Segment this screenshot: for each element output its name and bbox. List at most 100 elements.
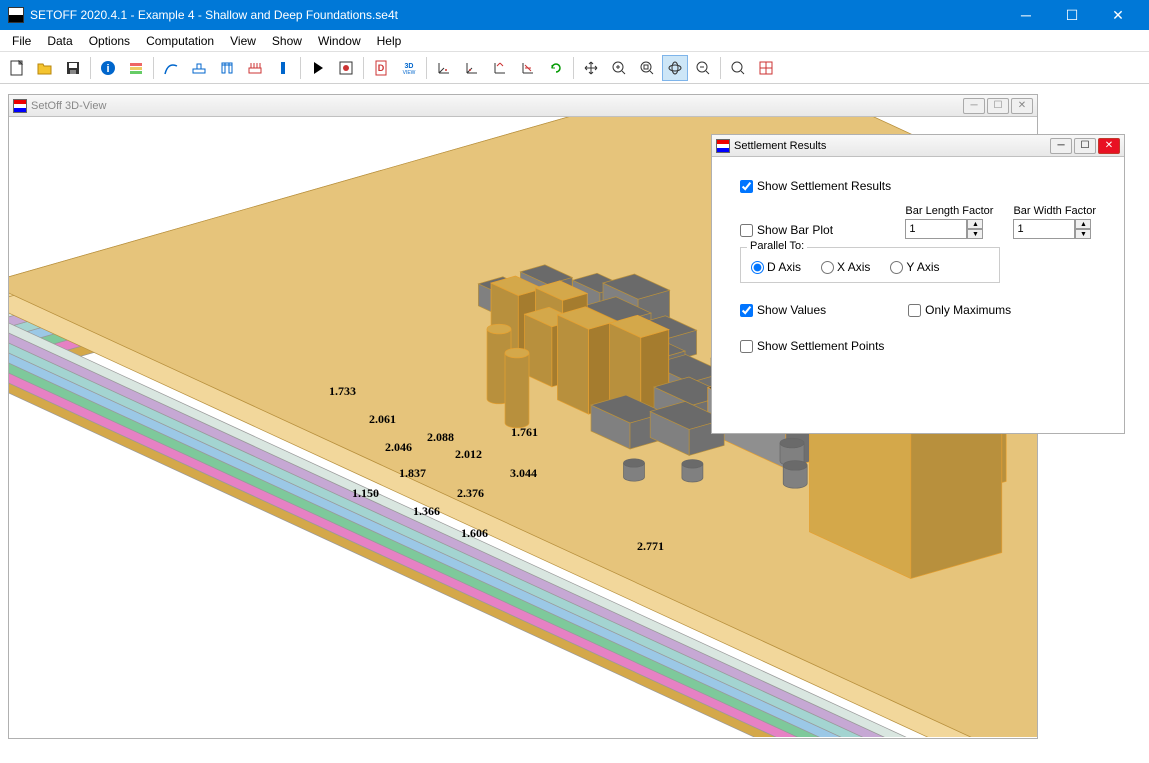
zoom-out-icon[interactable]	[690, 55, 716, 81]
svg-text:D: D	[378, 63, 385, 73]
dialog-body: Show Settlement Results Show Bar Plot Ba…	[712, 157, 1124, 375]
axis3-icon[interactable]	[487, 55, 513, 81]
show-values-input[interactable]	[740, 304, 753, 317]
settlement-value: 1.606	[461, 526, 488, 541]
show-values-checkbox[interactable]: Show Values	[740, 303, 826, 317]
settlement-value: 1.761	[511, 425, 538, 440]
zoom-fit-icon[interactable]	[725, 55, 751, 81]
menu-help[interactable]: Help	[369, 32, 410, 50]
dialog-maximize-button[interactable]: ☐	[1074, 138, 1096, 154]
pan-icon[interactable]	[578, 55, 604, 81]
menu-data[interactable]: Data	[39, 32, 80, 50]
bar-width-up[interactable]: ▲	[1075, 219, 1091, 229]
report-icon[interactable]: D	[368, 55, 394, 81]
child-minimize-button[interactable]: ─	[963, 98, 985, 114]
show-barplot-input[interactable]	[740, 224, 753, 237]
run-icon[interactable]	[305, 55, 331, 81]
child-close-button[interactable]: ✕	[1011, 98, 1033, 114]
parallel-to-group: Parallel To: D Axis X Axis Y Axis	[740, 247, 1000, 283]
app-icon	[8, 7, 24, 23]
curve-icon[interactable]	[158, 55, 184, 81]
3d-view-titlebar[interactable]: SetOff 3D-View ─ ☐ ✕	[9, 95, 1037, 117]
parallel-to-label: Parallel To:	[747, 240, 807, 252]
dialog-titlebar[interactable]: Settlement Results ─ ☐ ✕	[712, 135, 1124, 157]
main-titlebar: SETOFF 2020.4.1 - Example 4 - Shallow an…	[0, 0, 1149, 30]
3d-view-icon[interactable]: 3DVIEW	[396, 55, 422, 81]
show-points-label: Show Settlement Points	[757, 339, 884, 353]
bar-length-label: Bar Length Factor	[905, 205, 993, 217]
bar-length-input[interactable]	[905, 219, 967, 239]
bar-length-up[interactable]: ▲	[967, 219, 983, 229]
only-max-label: Only Maximums	[925, 303, 1011, 317]
close-button[interactable]: ✕	[1095, 0, 1141, 30]
app-title: SETOFF 2020.4.1 - Example 4 - Shallow an…	[30, 8, 1003, 22]
save-icon[interactable]	[60, 55, 86, 81]
menu-options[interactable]: Options	[81, 32, 138, 50]
show-results-label: Show Settlement Results	[757, 179, 891, 193]
minimize-button[interactable]: ─	[1003, 0, 1049, 30]
settlement-value: 3.044	[510, 466, 537, 481]
bar-width-field[interactable]: ▲▼	[1013, 219, 1096, 239]
grid-load-icon[interactable]	[242, 55, 268, 81]
settlement-value: 1.733	[329, 384, 356, 399]
show-values-label: Show Values	[757, 303, 826, 317]
dialog-close-button[interactable]: ✕	[1098, 138, 1120, 154]
menu-computation[interactable]: Computation	[138, 32, 222, 50]
info-icon[interactable]: i	[95, 55, 121, 81]
bar-length-field[interactable]: ▲▼	[905, 219, 993, 239]
show-barplot-checkbox[interactable]: Show Bar Plot	[740, 223, 833, 237]
x-axis-radio[interactable]: X Axis	[821, 260, 870, 274]
settlement-value: 2.088	[427, 430, 454, 445]
d-axis-radio[interactable]: D Axis	[751, 260, 801, 274]
axis2-icon[interactable]	[459, 55, 485, 81]
new-icon[interactable]	[4, 55, 30, 81]
show-results-checkbox[interactable]: Show Settlement Results	[740, 179, 1096, 193]
zoom-window-icon[interactable]	[634, 55, 660, 81]
bar-width-down[interactable]: ▼	[1075, 229, 1091, 239]
only-max-checkbox[interactable]: Only Maximums	[908, 303, 1011, 317]
bar-width-input[interactable]	[1013, 219, 1075, 239]
layers-icon[interactable]	[123, 55, 149, 81]
grid-icon[interactable]	[753, 55, 779, 81]
y-axis-radio[interactable]: Y Axis	[890, 260, 939, 274]
child-app-icon	[13, 99, 27, 113]
rotate-icon[interactable]	[543, 55, 569, 81]
child-maximize-button[interactable]: ☐	[987, 98, 1009, 114]
show-barplot-label: Show Bar Plot	[757, 223, 833, 237]
show-points-input[interactable]	[740, 340, 753, 353]
show-points-checkbox[interactable]: Show Settlement Points	[740, 339, 1096, 353]
zoom-in-icon[interactable]	[606, 55, 632, 81]
orbit-icon[interactable]	[662, 55, 688, 81]
dialog-title: Settlement Results	[734, 140, 1050, 152]
footing-icon[interactable]	[186, 55, 212, 81]
axis4-icon[interactable]	[515, 55, 541, 81]
open-icon[interactable]	[32, 55, 58, 81]
menu-view[interactable]: View	[222, 32, 264, 50]
svg-text:VIEW: VIEW	[403, 70, 416, 76]
show-results-input[interactable]	[740, 180, 753, 193]
axis1-icon[interactable]	[431, 55, 457, 81]
settlement-value: 1.150	[352, 486, 379, 501]
settlement-value: 2.061	[369, 412, 396, 427]
menubar: File Data Options Computation View Show …	[0, 30, 1149, 52]
pile-icon[interactable]	[270, 55, 296, 81]
frame-icon[interactable]	[214, 55, 240, 81]
settlement-value: 1.366	[413, 504, 440, 519]
settlement-value: 2.376	[457, 486, 484, 501]
settlement-value: 2.012	[455, 447, 482, 462]
mdi-workspace: SetOff 3D-View ─ ☐ ✕ 1.733 2.061 2.088 1.76…	[0, 84, 1149, 763]
settlement-value: 2.046	[385, 440, 412, 455]
maximize-button[interactable]: ☐	[1049, 0, 1095, 30]
svg-text:3D: 3D	[405, 63, 414, 70]
only-max-input[interactable]	[908, 304, 921, 317]
dialog-minimize-button[interactable]: ─	[1050, 138, 1072, 154]
bar-length-down[interactable]: ▼	[967, 229, 983, 239]
settlement-value: 2.771	[637, 539, 664, 554]
svg-text:i: i	[106, 63, 109, 75]
3d-view-title: SetOff 3D-View	[31, 100, 963, 112]
results-icon[interactable]	[333, 55, 359, 81]
menu-show[interactable]: Show	[264, 32, 310, 50]
bar-width-label: Bar Width Factor	[1013, 205, 1096, 217]
menu-file[interactable]: File	[4, 32, 39, 50]
menu-window[interactable]: Window	[310, 32, 369, 50]
